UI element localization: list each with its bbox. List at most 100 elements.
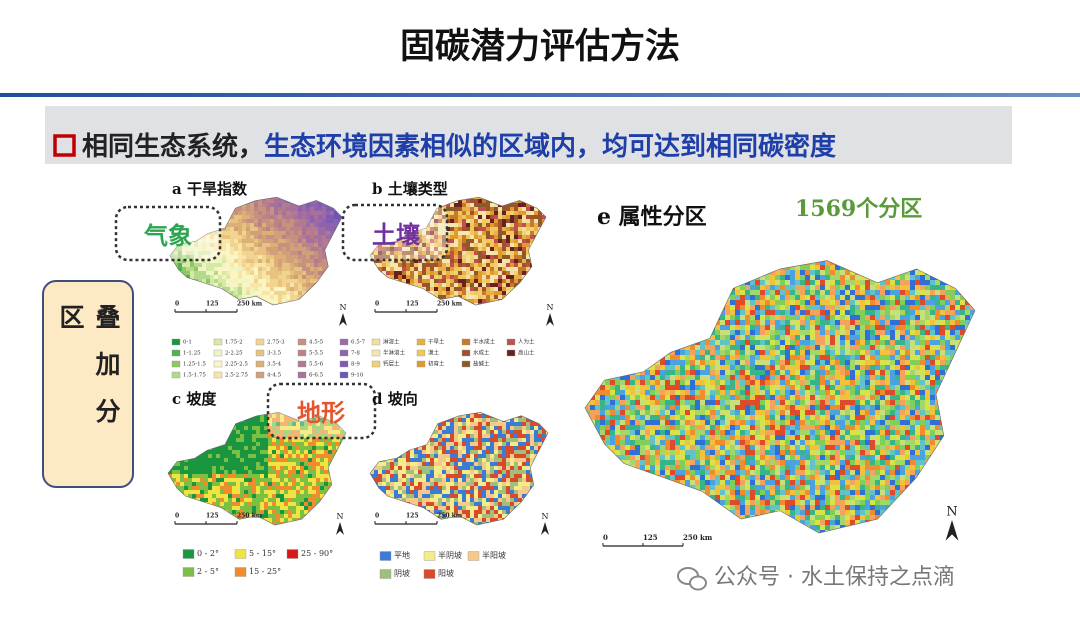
- map-cell: [204, 434, 208, 438]
- map-cell: [224, 506, 228, 510]
- map-cell: [486, 426, 490, 430]
- map-cell: [378, 482, 382, 486]
- map-cell: [236, 510, 240, 514]
- map-cell: [290, 303, 294, 305]
- map-cell: [258, 223, 262, 227]
- map-cell: [526, 422, 530, 426]
- map-cell: [340, 450, 344, 454]
- map-cell: [486, 259, 490, 263]
- map-cell: [502, 446, 506, 450]
- map-cell: [538, 454, 542, 458]
- map-cell: [402, 235, 406, 239]
- map-cell: [446, 514, 450, 518]
- map-cell: [218, 243, 222, 247]
- map-cell: [190, 263, 194, 267]
- map-cell: [546, 458, 548, 462]
- map-cell: [292, 438, 296, 442]
- map-cell: [222, 271, 226, 275]
- map-cell: [268, 478, 272, 482]
- map-cell: [254, 287, 258, 291]
- map-cell: [518, 263, 522, 267]
- map-cell: [326, 227, 330, 231]
- map-cell: [538, 462, 542, 466]
- map-cell: [450, 287, 454, 291]
- map-cell: [236, 454, 240, 458]
- map-cell: [450, 450, 454, 454]
- map-cell: [232, 502, 236, 506]
- map-cell: [470, 291, 474, 295]
- map-cell: [502, 478, 506, 482]
- map-cell: [230, 267, 234, 271]
- map-cell: [232, 510, 236, 514]
- map-cell: [506, 474, 510, 478]
- map-cell: [422, 466, 426, 470]
- map-cell: [316, 502, 320, 506]
- map-cell: [326, 247, 330, 251]
- map-cell: [200, 478, 204, 482]
- map-cell: [172, 414, 176, 418]
- map-cell: [534, 442, 538, 446]
- map-cell: [522, 418, 526, 422]
- map-cell: [268, 474, 272, 478]
- map-cell: [430, 287, 434, 291]
- map-cell: [172, 434, 176, 438]
- map-cell: [196, 438, 200, 442]
- map-cell: [266, 303, 270, 305]
- map-cell: [514, 197, 518, 199]
- map-cell: [242, 271, 246, 275]
- map-cell: [170, 295, 174, 299]
- map-cell: [288, 494, 292, 498]
- map-cell: [394, 426, 398, 430]
- map-cell: [370, 438, 374, 442]
- map-cell: [506, 482, 510, 486]
- map-cell: [438, 490, 442, 494]
- map-cell: [340, 482, 344, 486]
- map-cell: [446, 466, 450, 470]
- map-cell: [306, 271, 310, 275]
- map-cell: [530, 510, 534, 514]
- map-cell: [316, 482, 320, 486]
- map-cell: [414, 430, 418, 434]
- map-cell: [246, 263, 250, 267]
- map-cell: [434, 430, 438, 434]
- map-cell: [332, 438, 336, 442]
- map-cell: [278, 271, 282, 275]
- map-cell: [494, 466, 498, 470]
- map-cell: [418, 442, 422, 446]
- map-cell: [272, 522, 276, 525]
- map-cell: [510, 259, 514, 263]
- map-cell: [180, 450, 184, 454]
- map-cell: [314, 243, 318, 247]
- map-cell: [224, 422, 228, 426]
- map-cell: [270, 247, 274, 251]
- map-cell: [330, 255, 334, 259]
- map-cell: [506, 263, 510, 267]
- map-cell: [224, 426, 228, 430]
- map-cell: [270, 219, 274, 223]
- map-cell: [526, 219, 530, 223]
- map-cell: [522, 450, 526, 454]
- map-cell: [434, 490, 438, 494]
- map-cell: [418, 263, 422, 267]
- map-cell: [308, 522, 312, 525]
- map-cell: [394, 478, 398, 482]
- map-cell: [466, 303, 470, 305]
- map-cell: [538, 263, 542, 267]
- map-cell: [442, 414, 446, 418]
- map-cell: [292, 434, 296, 438]
- map-cell: [526, 197, 530, 199]
- map-cell: [206, 239, 210, 243]
- map-cell: [370, 271, 374, 275]
- map-cell: [208, 442, 212, 446]
- map-cell: [230, 239, 234, 243]
- map-cell: [302, 295, 306, 299]
- map-cell: [202, 247, 206, 251]
- map-cell: [426, 271, 430, 275]
- map-cell: [290, 227, 294, 231]
- map-cell: [286, 235, 290, 239]
- map-cell: [522, 486, 526, 490]
- map-cell: [510, 418, 514, 422]
- map-cell: [426, 239, 430, 243]
- map-cell: [474, 235, 478, 239]
- map-cell: [490, 227, 494, 231]
